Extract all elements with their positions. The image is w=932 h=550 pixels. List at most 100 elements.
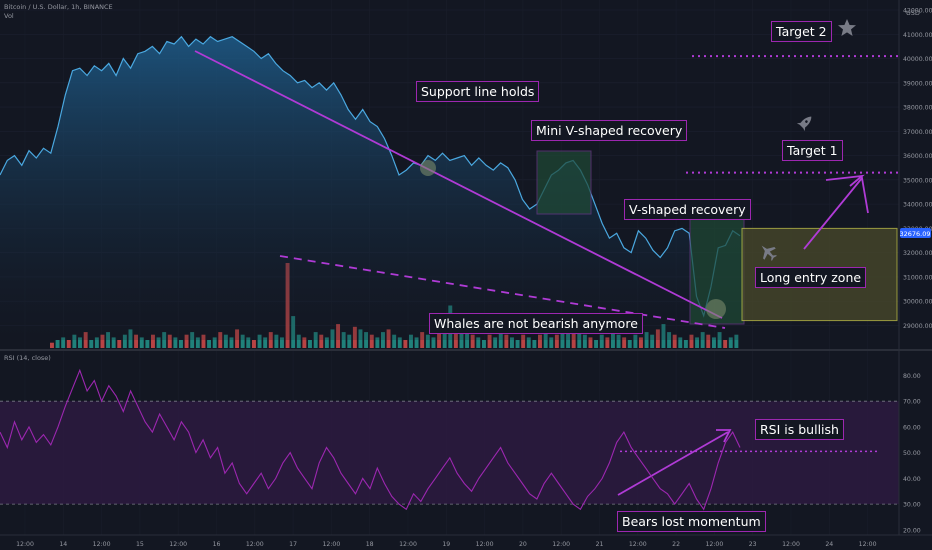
mini-v-box bbox=[536, 150, 592, 215]
volume-bar bbox=[566, 332, 571, 348]
price-axis[interactable]: 29000.0030000.0031000.0032000.0033000.00… bbox=[903, 8, 932, 330]
volume-bar bbox=[280, 337, 284, 348]
time-tick-label: 14 bbox=[59, 541, 67, 548]
volume-bar bbox=[218, 332, 223, 348]
time-tick-label: 12:00 bbox=[246, 541, 264, 548]
time-tick-label: 12:00 bbox=[322, 541, 340, 548]
time-tick-label: 12:00 bbox=[552, 541, 570, 548]
symbol-title[interactable]: Bitcoin / U.S. Dollar, 1h, BINANCE bbox=[4, 3, 113, 11]
time-tick-label: 12:00 bbox=[782, 541, 800, 548]
volume-bar bbox=[72, 334, 77, 348]
volume-bar bbox=[706, 334, 711, 348]
volume-bar bbox=[599, 334, 604, 348]
airplane-icon bbox=[761, 245, 777, 261]
price-tick-label: 38000.00 bbox=[903, 105, 932, 112]
rsi-bullish-label[interactable]: RSI is bullish bbox=[755, 419, 844, 440]
volume-bar bbox=[89, 340, 94, 348]
price-tick-label: 30000.00 bbox=[903, 299, 932, 306]
support-touch-marker bbox=[420, 160, 436, 176]
time-axis[interactable]: 12:00 14 12:00 15 12:00 16 12:00 17 12:00 18 12:00… bbox=[16, 541, 876, 548]
time-tick-label: 12:00 bbox=[476, 541, 494, 548]
volume-bar bbox=[106, 332, 111, 348]
volume-bar bbox=[324, 337, 329, 348]
bottom-touch-marker bbox=[706, 299, 726, 319]
mini-v-recovery-label[interactable]: Mini V-shaped recovery bbox=[531, 120, 688, 141]
volume-bar bbox=[582, 334, 587, 348]
time-tick-label: 23 bbox=[749, 541, 757, 548]
price-tick-label: 35000.00 bbox=[903, 177, 932, 184]
volume-bar bbox=[397, 337, 402, 348]
volume-bar bbox=[667, 332, 672, 348]
rsi-trend-arrow-head bbox=[716, 429, 732, 443]
volume-bar bbox=[414, 337, 419, 348]
volume-bar bbox=[100, 334, 105, 348]
rsi-tick-label: 30.00 bbox=[903, 502, 921, 509]
volume-bar bbox=[369, 334, 374, 348]
target-2-label[interactable]: Target 2 bbox=[771, 21, 832, 42]
support-line-label[interactable]: Support line holds bbox=[416, 81, 540, 102]
volume-bar bbox=[167, 334, 172, 348]
volume-bar bbox=[207, 340, 212, 348]
price-tick-label: 31000.00 bbox=[903, 274, 932, 281]
star-icon bbox=[838, 19, 856, 36]
volume-bar bbox=[375, 337, 380, 348]
time-tick-label: 22 bbox=[672, 541, 680, 548]
volume-bar bbox=[622, 337, 627, 348]
volume-bar bbox=[493, 337, 498, 348]
target-1-label[interactable]: Target 1 bbox=[782, 140, 843, 161]
volume-bar bbox=[689, 334, 694, 348]
volume-bar bbox=[151, 334, 155, 348]
volume-bar bbox=[122, 334, 127, 348]
volume-bar bbox=[392, 334, 397, 348]
v-recovery-label[interactable]: V-shaped recovery bbox=[624, 199, 751, 220]
volume-bar bbox=[403, 340, 408, 348]
price-tick-label: 40000.00 bbox=[903, 56, 932, 63]
volume-bar bbox=[274, 334, 279, 348]
volume-bar bbox=[364, 332, 369, 348]
rsi-tick-label: 60.00 bbox=[903, 424, 921, 431]
volume-bar bbox=[117, 340, 122, 348]
volume-bar bbox=[700, 332, 705, 348]
volume-bar bbox=[201, 334, 206, 348]
volume-bar bbox=[212, 337, 217, 348]
volume-bar bbox=[431, 337, 436, 348]
volume-bar bbox=[672, 334, 677, 348]
volume-bar bbox=[381, 332, 385, 348]
time-tick-label: 16 bbox=[213, 541, 221, 548]
time-tick-label: 12:00 bbox=[169, 541, 187, 548]
volume-bar bbox=[712, 337, 716, 348]
volume-bar bbox=[717, 332, 722, 348]
volume-bar bbox=[532, 340, 537, 348]
volume-bar bbox=[616, 334, 621, 348]
whales-label[interactable]: Whales are not bearish anymore bbox=[429, 313, 643, 334]
volume-bar bbox=[470, 334, 475, 348]
price-tick-label: 36000.00 bbox=[903, 153, 932, 160]
rsi-indicator-label[interactable]: RSI (14, close) bbox=[4, 354, 51, 362]
volume-bar bbox=[195, 337, 200, 348]
volume-bar bbox=[145, 340, 150, 348]
volume-bar bbox=[223, 334, 228, 348]
time-tick-label: 12:00 bbox=[16, 541, 34, 548]
volume-bar bbox=[302, 337, 307, 348]
time-tick-label: 15 bbox=[136, 541, 144, 548]
volume-bar bbox=[487, 334, 492, 348]
volume-indicator-label[interactable]: Vol bbox=[4, 12, 14, 20]
rsi-axis[interactable]: 20.00 30.00 40.00 50.00 60.00 70.00 80.00 bbox=[903, 373, 921, 534]
time-tick-label: 12:00 bbox=[93, 541, 111, 548]
volume-bar bbox=[538, 334, 542, 348]
volume-bar bbox=[728, 337, 733, 348]
volume-bar bbox=[313, 332, 318, 348]
volume-bar bbox=[543, 332, 548, 348]
volume-bar bbox=[50, 342, 54, 348]
volume-bar bbox=[420, 332, 425, 348]
volume-bar bbox=[83, 332, 88, 348]
rsi-line bbox=[0, 368, 741, 511]
bears-lost-momentum-label[interactable]: Bears lost momentum bbox=[617, 511, 766, 532]
volume-trendline bbox=[279, 255, 726, 329]
time-tick-label: 12:00 bbox=[705, 541, 723, 548]
volume-bar bbox=[515, 340, 520, 348]
long-entry-zone-label[interactable]: Long entry zone bbox=[755, 267, 867, 288]
volume-bar bbox=[734, 334, 739, 348]
rocket-icon bbox=[796, 116, 812, 132]
